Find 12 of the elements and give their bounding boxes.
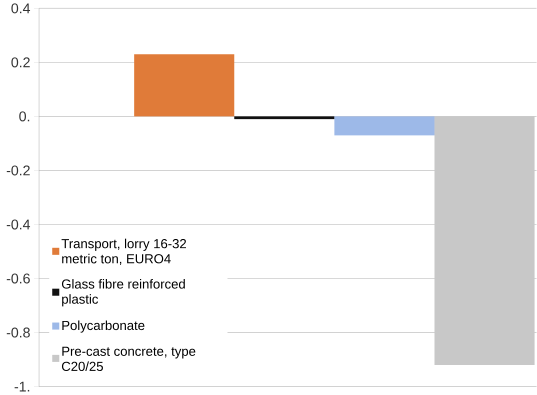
y-tick-label: -0.4: [6, 220, 30, 230]
legend-label: Glass fibre reinforced plastic: [62, 279, 185, 306]
legend-label: Pre-cast concrete, type C20/25: [62, 346, 196, 372]
y-tick-label: -0.6: [6, 274, 30, 284]
y-tick-label: 0.2: [11, 57, 30, 68]
legend-label: Polycarbonate: [62, 320, 144, 333]
legend-label: Transport, lorry 16-32 metric ton, EURO4: [62, 238, 186, 266]
y-tick-label: -0.8: [6, 328, 30, 338]
y-tick-label: -0.2: [6, 166, 30, 176]
y-tick-label: 0.4: [11, 3, 30, 14]
y-tick-label: 0.: [19, 112, 30, 122]
y-tick-label: -1.: [14, 382, 30, 392]
